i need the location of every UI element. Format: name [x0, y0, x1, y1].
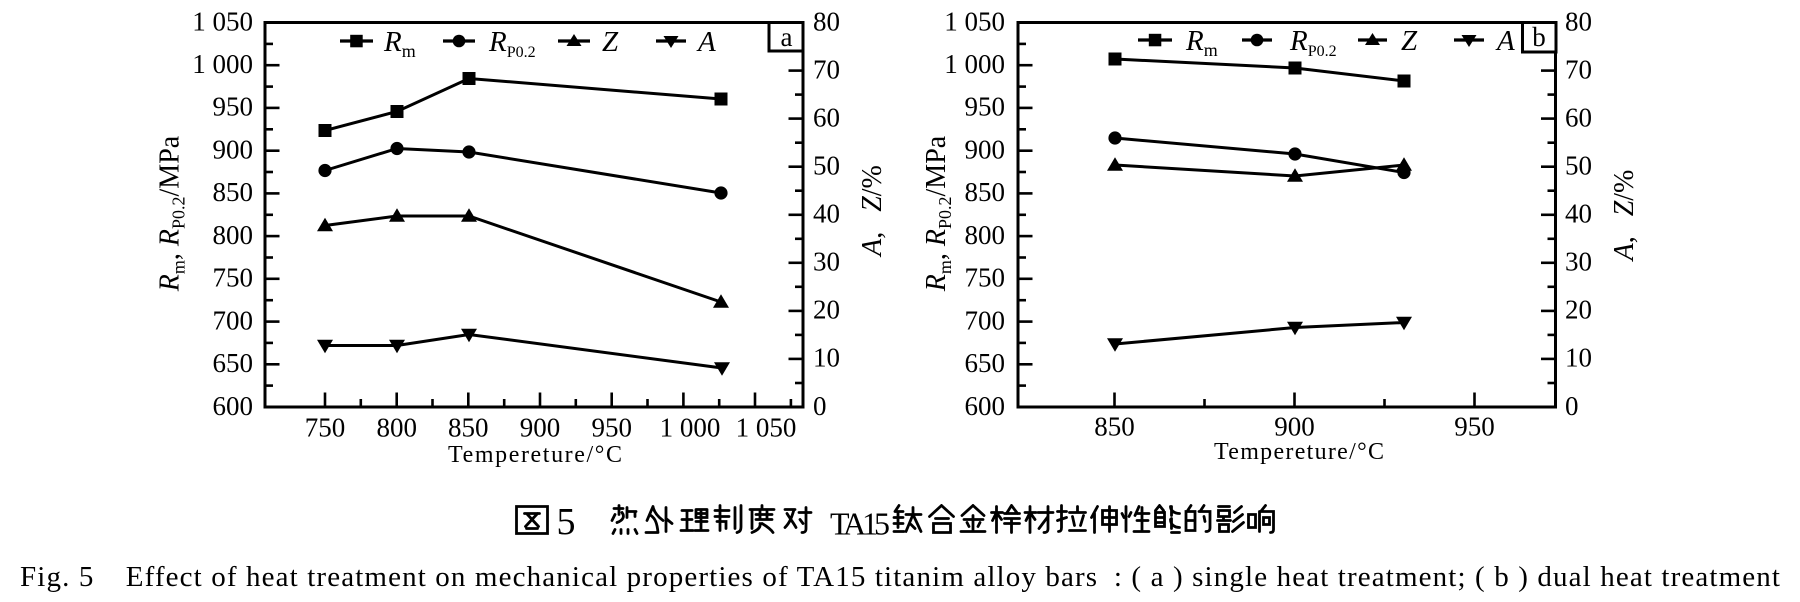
svg-text:40: 40: [1565, 199, 1592, 229]
svg-text:1 000: 1 000: [944, 49, 1005, 79]
svg-text:70: 70: [1565, 54, 1592, 84]
svg-text:a: a: [781, 22, 793, 52]
svg-text:1 000: 1 000: [192, 49, 253, 79]
svg-text:950: 950: [213, 92, 254, 122]
svg-text:20: 20: [1565, 295, 1592, 325]
svg-text:Tempereture/°C: Tempereture/°C: [1214, 439, 1384, 465]
svg-text:Rm, RP0.2/MPa: Rm, RP0.2/MPa: [921, 135, 955, 292]
svg-text:Rm: Rm: [383, 26, 416, 61]
svg-text:650: 650: [965, 348, 1006, 378]
svg-text:60: 60: [813, 102, 840, 132]
svg-text:10: 10: [813, 343, 840, 373]
svg-text:600: 600: [213, 391, 254, 421]
svg-text:20: 20: [813, 295, 840, 325]
svg-text:850: 850: [448, 413, 489, 443]
svg-text:1 050: 1 050: [944, 6, 1005, 36]
svg-text:50: 50: [1565, 151, 1592, 181]
svg-text:Rm, RP0.2/MPa: Rm, RP0.2/MPa: [155, 135, 189, 292]
svg-text:TA15: TA15: [830, 506, 890, 542]
svg-text:850: 850: [965, 177, 1006, 207]
svg-text:b: b: [1532, 22, 1546, 52]
svg-text:10: 10: [1565, 343, 1592, 373]
svg-text:RP0.2: RP0.2: [1289, 25, 1337, 60]
svg-text:0: 0: [813, 391, 827, 421]
svg-text:70: 70: [813, 54, 840, 84]
svg-text:700: 700: [213, 305, 254, 335]
svg-text:Rm: Rm: [1185, 25, 1218, 60]
svg-text:A: A: [1495, 25, 1515, 57]
svg-text:A, Z/%: A, Z/%: [1609, 170, 1640, 263]
svg-text:950: 950: [965, 92, 1006, 122]
svg-text:900: 900: [1274, 412, 1315, 442]
svg-text:750: 750: [213, 263, 254, 293]
svg-text:0: 0: [1565, 391, 1579, 421]
svg-text:30: 30: [813, 247, 840, 277]
svg-text:750: 750: [965, 263, 1006, 293]
svg-text:Z: Z: [1401, 25, 1418, 57]
svg-text:5: 5: [557, 501, 576, 543]
svg-text:1 050: 1 050: [192, 6, 253, 36]
svg-text:800: 800: [376, 413, 417, 443]
svg-text:650: 650: [213, 348, 254, 378]
svg-text:800: 800: [213, 220, 254, 250]
svg-text:900: 900: [213, 135, 254, 165]
svg-text:Tempereture/°C: Tempereture/°C: [448, 442, 622, 468]
svg-text:700: 700: [965, 305, 1006, 335]
svg-text:1 000: 1 000: [660, 413, 721, 443]
svg-text:RP0.2: RP0.2: [488, 26, 536, 61]
svg-text:50: 50: [813, 151, 840, 181]
svg-text:950: 950: [591, 413, 632, 443]
svg-text:Z: Z: [602, 26, 619, 58]
svg-text:80: 80: [1565, 6, 1592, 36]
svg-text:60: 60: [1565, 102, 1592, 132]
svg-text:900: 900: [965, 135, 1006, 165]
svg-text:850: 850: [213, 177, 254, 207]
svg-text:A, Z/%: A, Z/%: [857, 165, 888, 258]
svg-text:900: 900: [520, 413, 561, 443]
svg-text:A: A: [696, 26, 716, 58]
svg-text:80: 80: [813, 6, 840, 36]
svg-text:800: 800: [965, 220, 1006, 250]
svg-text:850: 850: [1094, 412, 1135, 442]
svg-text:Fig. 5 Effect of heat treatme: Fig. 5 Effect of heat treatment on mecha…: [20, 561, 1780, 593]
svg-text:600: 600: [965, 391, 1006, 421]
svg-text:750: 750: [305, 413, 346, 443]
svg-text:30: 30: [1565, 247, 1592, 277]
svg-text:1 050: 1 050: [736, 413, 797, 443]
svg-text:40: 40: [813, 199, 840, 229]
svg-text:950: 950: [1454, 412, 1495, 442]
